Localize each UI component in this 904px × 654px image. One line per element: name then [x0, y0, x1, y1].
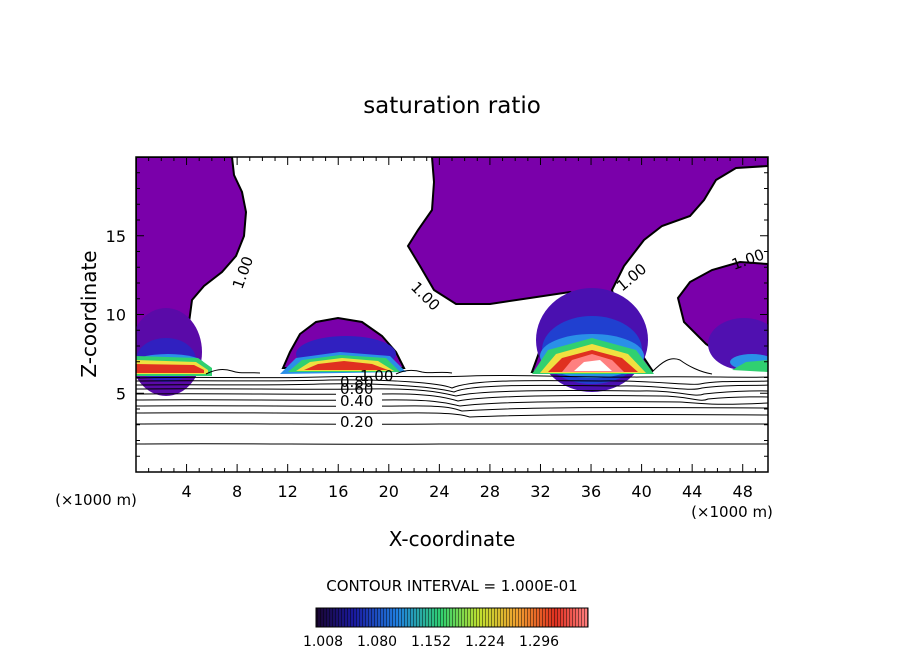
x-tick-label: 12: [278, 482, 298, 501]
contour-lines: [136, 358, 768, 445]
colorbar-tick-label: 1.152: [411, 634, 451, 650]
contour-label: 1.00: [360, 367, 393, 385]
x-tick-label: 24: [429, 482, 449, 501]
colorbar-labels: 1.008 1.080 1.152 1.224 1.296: [303, 634, 559, 650]
x-tick-label: 4: [181, 482, 191, 501]
cloud-left: [136, 308, 212, 396]
x-unit-label: (×1000 m): [691, 503, 773, 521]
x-tick-label: 48: [733, 482, 753, 501]
contour-label: 0.80: [340, 373, 373, 391]
cloud-right: [708, 318, 768, 372]
cloud-center: [532, 288, 654, 392]
contour-label: 0.20: [340, 413, 373, 431]
y-axis-ticks: 5 10 15: [106, 156, 768, 473]
x-tick-label: 8: [232, 482, 242, 501]
x-tick-label: 36: [581, 482, 601, 501]
x-tick-label: 40: [631, 482, 651, 501]
cloud-bump: [280, 336, 406, 374]
x-tick-label: 20: [379, 482, 399, 501]
colorbar-tick-label: 1.224: [465, 634, 505, 650]
contour-label: 0.40: [340, 392, 373, 410]
x-tick-label: 44: [682, 482, 702, 501]
y-axis-title: Z-coordinate: [77, 250, 101, 377]
x-axis-title: X-coordinate: [389, 527, 516, 551]
x-tick-label: 16: [328, 482, 348, 501]
x-axis-ticks: 4 8 12 16 20 24 28 32 36 40 44 48: [135, 157, 769, 501]
region-center: [406, 157, 768, 374]
colorbar-tick-label: 1.296: [519, 634, 559, 650]
y-unit-label: (×1000 m): [55, 491, 137, 509]
chart-title: saturation ratio: [363, 93, 541, 119]
colorbar: 1.008 1.080 1.152 1.224 1.296: [303, 607, 589, 650]
x-tick-label: 28: [480, 482, 500, 501]
y-tick-label: 15: [106, 227, 126, 246]
y-tick-label: 5: [116, 384, 126, 403]
y-tick-label: 10: [106, 306, 126, 325]
contour-interval-text: CONTOUR INTERVAL = 1.000E-01: [326, 577, 577, 595]
colorbar-tick-label: 1.080: [357, 634, 397, 650]
colorbar-tick-label: 1.008: [303, 634, 343, 650]
contour-label: 0.60: [340, 380, 373, 398]
plot-area: 0.20 0.40 0.60 0.80 1.00 1.00 1.00 1.00 …: [136, 157, 768, 472]
x-tick-label: 32: [530, 482, 550, 501]
